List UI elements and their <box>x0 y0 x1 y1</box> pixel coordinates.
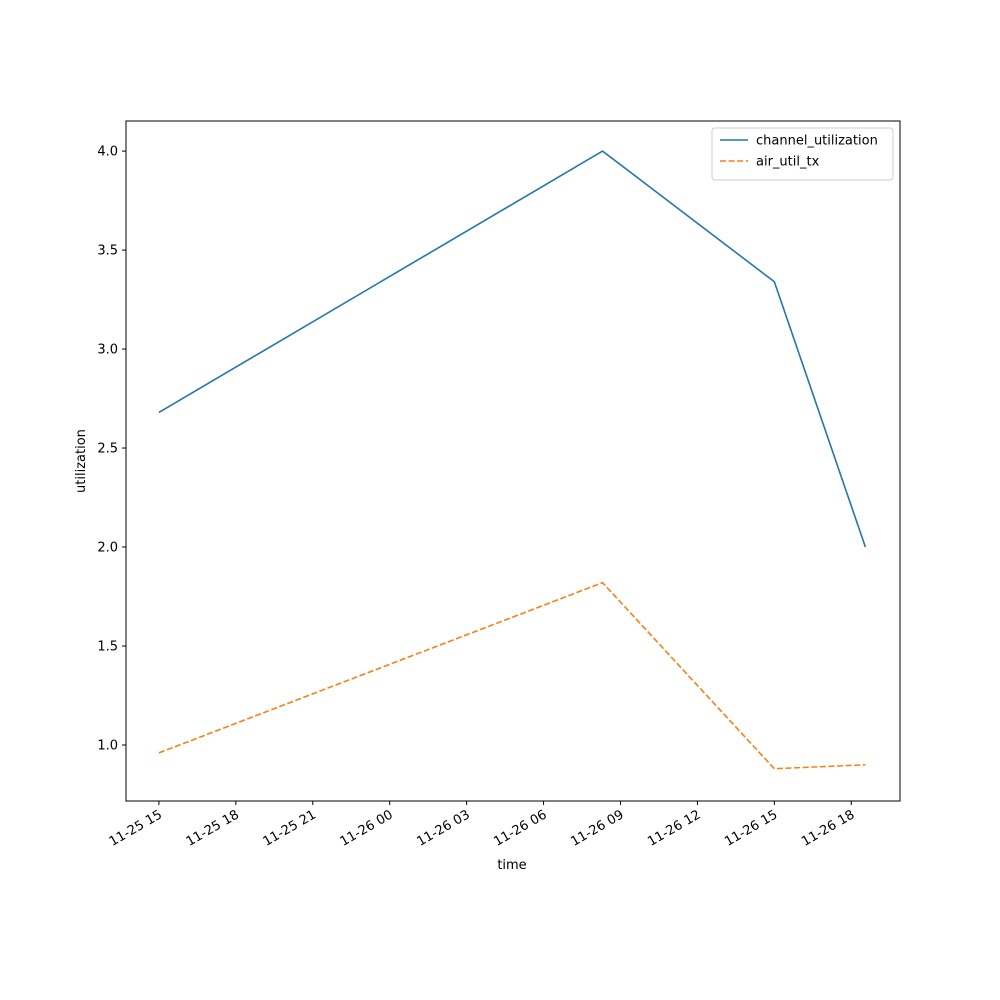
y-tick-label: 3.0 <box>97 343 118 358</box>
y-tick-label: 2.0 <box>97 541 118 556</box>
y-axis-label: utilization <box>74 429 89 493</box>
x-tick-label: 11-25 21 <box>261 807 319 849</box>
y-tick-label: 1.5 <box>97 639 118 654</box>
x-tick-label: 11-26 18 <box>799 807 857 849</box>
series-line <box>158 150 867 548</box>
y-tick-label: 1.0 <box>97 738 118 753</box>
legend-label: channel_utilization <box>756 134 878 149</box>
x-tick-label: 11-26 00 <box>338 807 396 849</box>
y-tick-label: 3.5 <box>97 244 118 259</box>
x-axis-label: time <box>497 858 526 873</box>
legend-box <box>711 127 894 181</box>
x-tick-label: 11-25 18 <box>184 807 242 849</box>
series-line <box>158 581 866 770</box>
y-tick-label: 4.0 <box>97 145 118 160</box>
x-tick-label: 11-26 03 <box>415 807 473 849</box>
legend-label: air_util_tx <box>756 155 820 170</box>
x-tick-label: 11-25 15 <box>107 807 165 849</box>
x-tick-label: 11-26 06 <box>491 807 549 849</box>
x-tick-label: 11-26 09 <box>568 807 626 849</box>
x-tick-label: 11-26 15 <box>722 807 780 849</box>
x-tick-label: 11-26 12 <box>645 807 703 849</box>
y-tick-label: 2.5 <box>97 442 118 457</box>
plot-frame <box>125 120 901 802</box>
